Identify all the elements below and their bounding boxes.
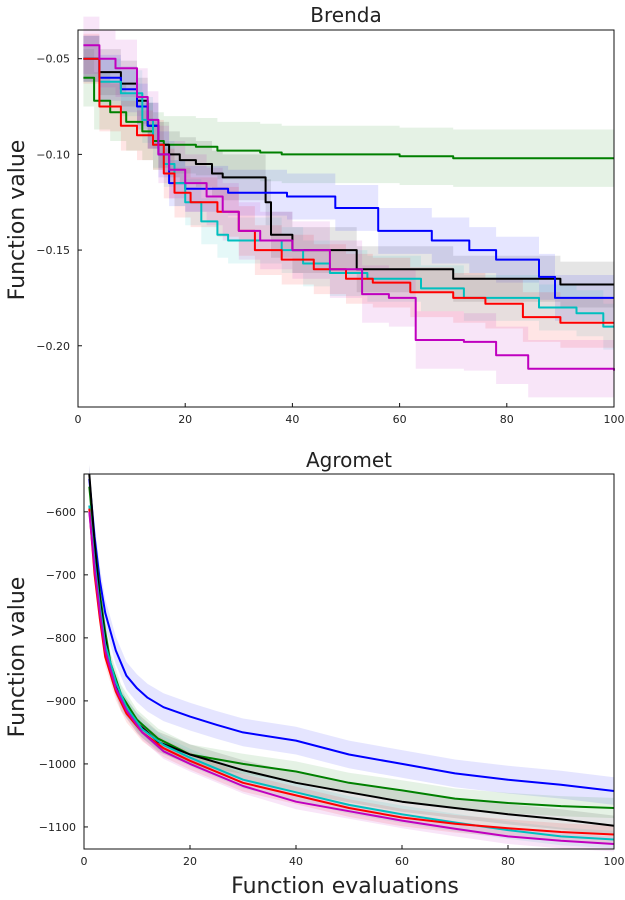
series-lines <box>88 473 615 845</box>
y-tick-label: −700 <box>46 569 76 582</box>
brenda-chart: Brenda Function value 0 20 40 60 80 100 −0.05 −… <box>5 3 625 426</box>
y-axis-label: Function value <box>5 577 30 738</box>
x-tick-label: 40 <box>285 413 299 426</box>
x-tick-label: 60 <box>393 413 407 426</box>
y-tick-label: −600 <box>46 506 76 519</box>
x-tick-label: 0 <box>75 413 82 426</box>
series-band-0 <box>83 49 614 187</box>
series-band-0 <box>89 465 615 805</box>
axis-ticks: 0 20 40 60 80 100 −0.05 −0.10 −0.15 −0.20 <box>36 53 624 426</box>
y-tick-label: −0.15 <box>36 244 70 257</box>
series-line-5 <box>83 44 615 371</box>
agromet-chart: Agromet Function value Function evaluati… <box>5 448 625 899</box>
confidence-bands <box>89 463 615 852</box>
series-band-5 <box>83 16 614 400</box>
x-tick-label: 20 <box>183 855 197 868</box>
series-line-0 <box>83 76 614 160</box>
x-tick-label: 20 <box>178 413 192 426</box>
y-tick-label: −0.10 <box>36 148 70 161</box>
y-tick-label: −0.20 <box>36 340 70 353</box>
chart-title: Agromet <box>306 448 392 472</box>
x-tick-label: 100 <box>604 413 625 426</box>
y-tick-label: −1100 <box>39 821 76 834</box>
x-axis-label: Function evaluations <box>231 874 459 899</box>
plot-frame <box>83 473 615 850</box>
y-tick-label: −0.05 <box>36 53 70 66</box>
x-tick-label: 40 <box>289 855 303 868</box>
series-line-4 <box>83 57 614 324</box>
series-lines <box>83 44 615 371</box>
y-axis-label: Function value <box>5 140 30 301</box>
chart-title: Brenda <box>310 3 381 27</box>
series-line-5 <box>88 511 615 845</box>
y-tick-label: −1000 <box>39 758 76 771</box>
axis-ticks: 0 20 40 60 80 100 −600 −700 −800 −900 −1000 −1100 <box>39 506 625 868</box>
x-tick-label: 80 <box>501 855 515 868</box>
x-tick-label: 60 <box>395 855 409 868</box>
plot-frame <box>77 29 615 408</box>
x-tick-label: 100 <box>604 855 625 868</box>
x-tick-label: 80 <box>500 413 514 426</box>
y-tick-label: −900 <box>46 695 76 708</box>
x-tick-label: 0 <box>81 855 88 868</box>
series-line-0 <box>88 478 615 792</box>
y-tick-label: −800 <box>46 632 76 645</box>
